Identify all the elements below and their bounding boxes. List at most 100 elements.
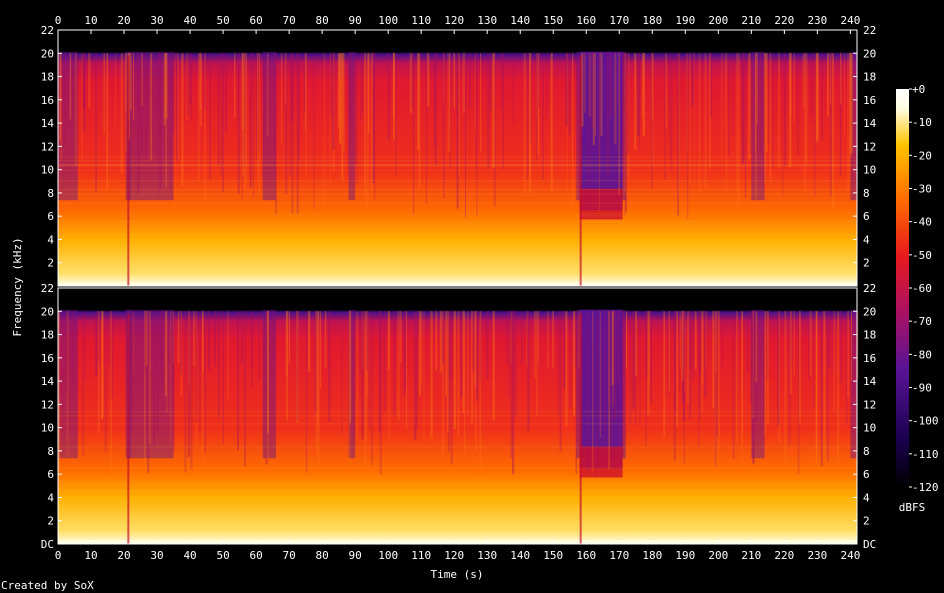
spectral-streak (732, 311, 735, 459)
spectral-streak (288, 311, 290, 365)
spectral-streak (826, 311, 829, 463)
x-tick-label-top: 170 (609, 14, 629, 27)
colorbar-tick-label: -60 (912, 282, 932, 295)
y-tick-label-left: 18 (41, 71, 54, 84)
spectral-streak (82, 53, 86, 108)
spectral-streak (364, 311, 366, 471)
y-tick-label-left: 10 (41, 164, 54, 177)
spectral-streak (584, 53, 586, 113)
spectral-streak (537, 53, 540, 155)
x-tick-label-bottom: 0 (55, 549, 62, 562)
spectral-streak (766, 311, 769, 381)
x-tick-label-bottom: 180 (642, 549, 662, 562)
spectral-streak (366, 311, 369, 395)
spectral-streak (156, 311, 159, 433)
spectral-streak (651, 53, 654, 165)
spectral-streak (816, 53, 819, 140)
spectral-streak (458, 53, 460, 178)
colorbar-tick-label: -100 (912, 415, 939, 428)
spectral-streak (683, 311, 685, 464)
harmonic-band (58, 202, 857, 204)
spectral-streak (538, 53, 540, 108)
x-tick-label-top: 70 (282, 14, 295, 27)
spectral-streak (608, 311, 610, 470)
y-tick-label-right: 4 (863, 491, 870, 504)
spectral-streak (760, 53, 762, 154)
spectral-streak (173, 311, 175, 451)
spectral-streak (642, 53, 645, 136)
spectral-streak (701, 311, 704, 386)
spectral-streak (808, 311, 810, 381)
spectral-streak (784, 311, 787, 463)
spectrogram-channel-1 (57, 29, 858, 287)
spectral-streak (128, 53, 131, 140)
harmonic-band (58, 227, 857, 229)
spectral-streak (669, 53, 671, 159)
spectral-streak (399, 311, 402, 363)
y-tick-label-right: 12 (863, 398, 876, 411)
x-tick-label-bottom: 130 (477, 549, 497, 562)
x-tick-label-top: 190 (675, 14, 695, 27)
x-tick-label-bottom: 240 (840, 549, 860, 562)
spectral-streak (765, 53, 768, 153)
spectral-streak (143, 311, 146, 464)
quiet-segment (127, 51, 174, 201)
spectral-streak (383, 311, 386, 412)
spectral-streak (687, 53, 689, 219)
x-tick-label-top: 40 (183, 14, 196, 27)
spectral-streak (686, 311, 690, 404)
spectral-streak (187, 53, 189, 116)
spectral-streak (737, 53, 740, 207)
spectral-streak (323, 53, 326, 212)
spectral-streak (256, 53, 258, 160)
y-tick-label-right: 2 (863, 257, 870, 270)
x-tick-label-bottom: 190 (675, 549, 695, 562)
spectral-streak (735, 53, 738, 191)
x-tick-label-bottom: 140 (510, 549, 530, 562)
harmonic-band (58, 164, 857, 166)
spectral-streak (827, 53, 829, 117)
x-tick-label-top: 220 (774, 14, 794, 27)
harmonic-band (58, 215, 857, 217)
y-tick-label-left: 8 (47, 445, 54, 458)
spectral-streak (213, 311, 216, 367)
spectral-streak (317, 311, 320, 468)
spectral-streak (172, 311, 175, 364)
colorbar-tick-label: -90 (912, 382, 932, 395)
x-tick-label-bottom: 170 (609, 549, 629, 562)
spectral-streak (249, 53, 252, 188)
y-tick-label-left: 22 (41, 24, 54, 37)
spectral-streak (217, 311, 220, 419)
spectral-streak (176, 53, 179, 160)
spectral-streak (395, 53, 397, 176)
spectral-streak (289, 53, 292, 176)
colorbar-tick-label: -110 (912, 448, 939, 461)
spectral-streak (827, 311, 831, 368)
spectral-streak (756, 53, 758, 124)
spectral-streak (623, 53, 625, 173)
spectral-streak (457, 311, 460, 437)
spectral-streak (241, 53, 244, 131)
colorbar-label: dBFS (899, 501, 926, 514)
spectral-streak (487, 53, 490, 168)
spectral-streak (749, 53, 752, 155)
spectral-streak (453, 53, 456, 108)
spectral-streak (566, 53, 568, 190)
spectral-streak (778, 53, 780, 169)
spectral-streak (793, 311, 796, 377)
spectral-streak (140, 53, 143, 157)
spectral-streak (815, 53, 818, 143)
colorbar-tick-label: -70 (912, 315, 932, 328)
harmonic-band (58, 516, 857, 518)
spectral-streak (664, 53, 666, 180)
spectral-streak (751, 311, 755, 398)
harmonic-band (58, 221, 857, 223)
spectral-streak (241, 53, 243, 200)
spectral-streak (284, 53, 287, 105)
spectral-streak (474, 311, 477, 387)
spectral-streak (569, 311, 572, 409)
spectral-streak (413, 311, 417, 441)
x-tick-label-bottom: 40 (183, 549, 196, 562)
spectral-streak (292, 53, 294, 119)
spectral-streak (486, 311, 489, 380)
